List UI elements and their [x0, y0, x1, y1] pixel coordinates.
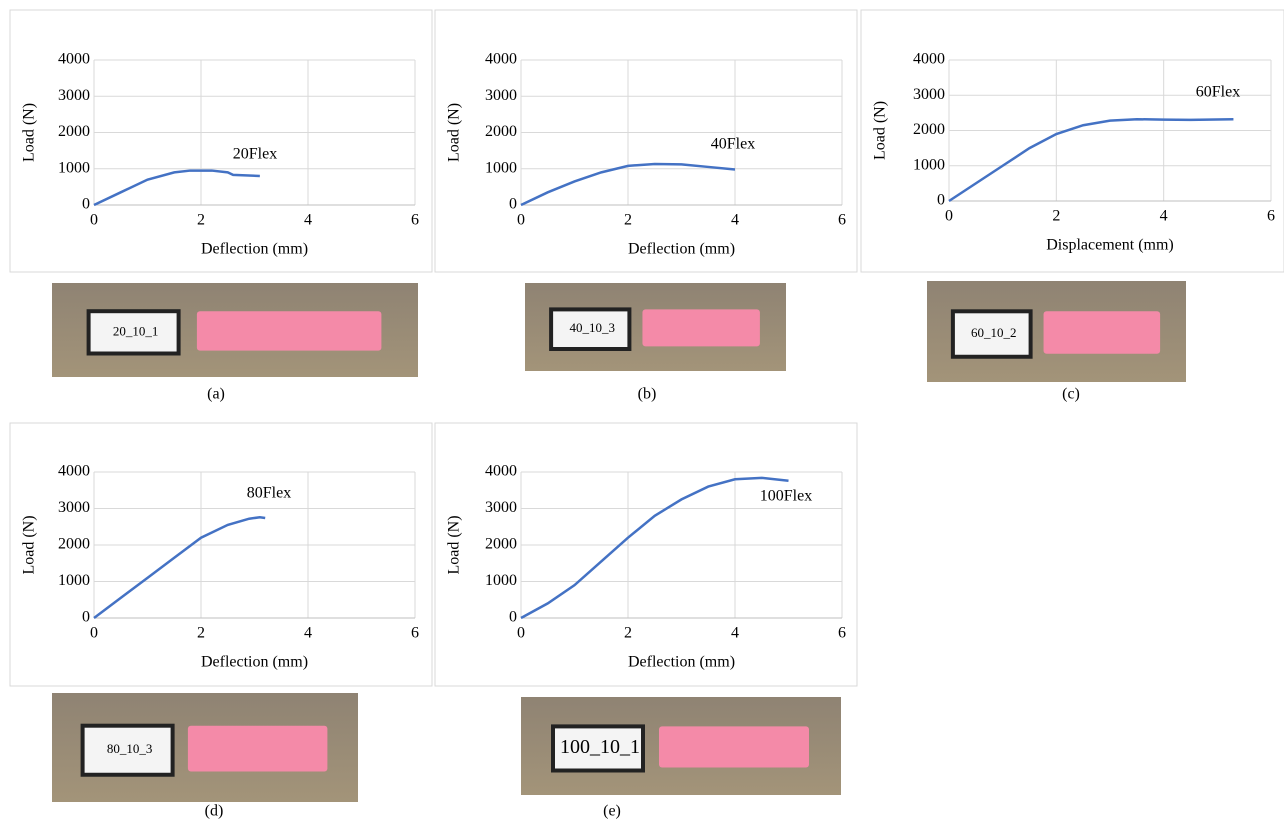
y-tick-label: 0	[509, 196, 517, 213]
chart-frame	[861, 10, 1284, 272]
photo-label: 100_10_1	[560, 736, 640, 758]
caption: (a)	[207, 386, 225, 403]
x-tick-label: 4	[731, 212, 739, 229]
y-tick-label: 3000	[913, 86, 945, 103]
x-tick-label: 4	[731, 625, 739, 642]
y-tick-label: 1000	[485, 572, 517, 589]
figure: 010002000300040000246Deflection (mm)Load…	[0, 0, 1284, 826]
y-tick-label: 4000	[913, 51, 945, 68]
photo-label: 40_10_3	[570, 320, 616, 335]
y-tick-label: 0	[937, 192, 945, 209]
x-tick-label: 6	[838, 212, 846, 229]
caption: (b)	[638, 386, 657, 403]
caption: (e)	[603, 803, 621, 820]
x-tick-label: 2	[197, 212, 205, 229]
x-tick-label: 0	[517, 212, 525, 229]
x-tick-label: 4	[304, 212, 312, 229]
annotation: 40Flex	[711, 136, 755, 153]
x-tick-label: 6	[1267, 208, 1275, 225]
y-tick-label: 0	[509, 609, 517, 626]
specimen	[1044, 311, 1161, 353]
y-axis-label: Load (N)	[446, 103, 463, 162]
x-tick-label: 0	[945, 208, 953, 225]
caption: (c)	[1062, 386, 1080, 403]
specimen	[642, 309, 759, 346]
x-axis-label: Deflection (mm)	[628, 654, 735, 671]
y-tick-label: 3000	[58, 87, 90, 104]
x-tick-label: 4	[304, 625, 312, 642]
y-tick-label: 4000	[58, 51, 90, 68]
y-tick-label: 4000	[58, 463, 90, 480]
x-axis-label: Displacement (mm)	[1046, 237, 1174, 254]
y-tick-label: 3000	[58, 499, 90, 516]
chart-frame	[435, 10, 857, 272]
y-axis-label: Load (N)	[21, 515, 38, 574]
annotation: 100Flex	[760, 488, 812, 505]
specimen	[188, 726, 328, 772]
specimen	[659, 726, 809, 767]
y-tick-label: 2000	[485, 536, 517, 553]
x-tick-label: 6	[411, 212, 419, 229]
x-axis-label: Deflection (mm)	[201, 654, 308, 671]
caption: (d)	[205, 803, 224, 820]
y-tick-label: 3000	[485, 499, 517, 516]
y-tick-label: 0	[82, 609, 90, 626]
x-tick-label: 2	[1052, 208, 1060, 225]
y-tick-label: 4000	[485, 51, 517, 68]
x-tick-label: 0	[90, 212, 98, 229]
y-tick-label: 1000	[58, 572, 90, 589]
y-axis-label: Load (N)	[446, 515, 463, 574]
x-tick-label: 6	[838, 625, 846, 642]
y-tick-label: 1000	[485, 159, 517, 176]
y-tick-label: 2000	[485, 123, 517, 140]
x-tick-label: 0	[90, 625, 98, 642]
annotation: 60Flex	[1196, 84, 1240, 101]
annotation: 80Flex	[247, 485, 291, 502]
y-tick-label: 2000	[58, 123, 90, 140]
y-axis-label: Load (N)	[872, 101, 889, 160]
y-axis-label: Load (N)	[21, 103, 38, 162]
x-tick-label: 0	[517, 625, 525, 642]
y-tick-label: 0	[82, 196, 90, 213]
y-tick-label: 4000	[485, 463, 517, 480]
y-tick-label: 3000	[485, 87, 517, 104]
chart-frame	[10, 10, 432, 272]
y-tick-label: 2000	[58, 536, 90, 553]
x-tick-label: 2	[624, 625, 632, 642]
x-tick-label: 2	[624, 212, 632, 229]
x-tick-label: 4	[1160, 208, 1168, 225]
y-tick-label: 2000	[913, 121, 945, 138]
photo-label: 60_10_2	[971, 325, 1017, 340]
y-tick-label: 1000	[913, 156, 945, 173]
photo-label: 20_10_1	[113, 323, 159, 338]
photo-label: 80_10_3	[107, 741, 153, 756]
x-axis-label: Deflection (mm)	[628, 241, 735, 258]
x-axis-label: Deflection (mm)	[201, 241, 308, 258]
annotation: 20Flex	[233, 146, 277, 163]
y-tick-label: 1000	[58, 159, 90, 176]
x-tick-label: 2	[197, 625, 205, 642]
x-tick-label: 6	[411, 625, 419, 642]
specimen	[197, 311, 382, 350]
